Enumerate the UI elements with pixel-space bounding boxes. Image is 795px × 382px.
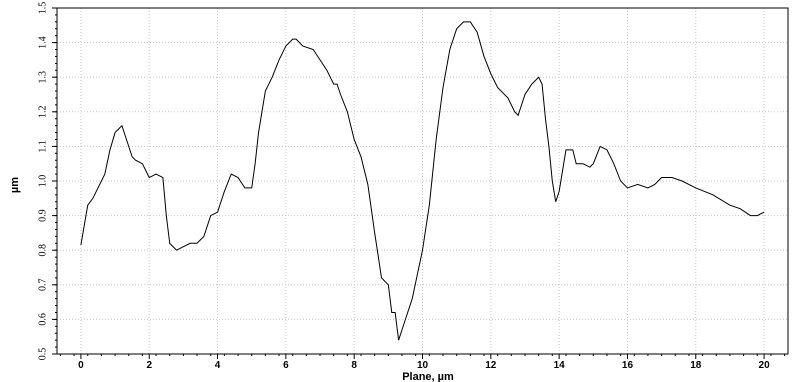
x-tick-label: 4 xyxy=(215,360,221,371)
x-tick-label: 12 xyxy=(485,360,497,371)
x-tick-label: 8 xyxy=(351,360,357,371)
y-tick-label: 1.2 xyxy=(37,106,48,119)
x-tick-label: 6 xyxy=(283,360,289,371)
x-tick-label: 10 xyxy=(417,360,429,371)
y-tick-label: 0.5 xyxy=(37,348,48,361)
y-tick-label: 1.1 xyxy=(37,140,48,153)
x-tick-label: 0 xyxy=(78,360,84,371)
y-axis-title: µm xyxy=(9,177,21,193)
x-tick-label: 16 xyxy=(622,360,634,371)
x-axis-title: Plane, µm xyxy=(402,371,454,382)
y-tick-label: 1.5 xyxy=(37,2,48,15)
y-tick-label: 0.6 xyxy=(37,313,48,326)
x-tick-label: 2 xyxy=(146,360,152,371)
x-tick-labels: 0 2 4 6 8 10 12 14 16 18 20 xyxy=(78,360,770,371)
y-tick-label: 0.7 xyxy=(37,279,48,292)
y-tick-labels: 0.5 0.6 0.7 0.8 0.9 1.0 1.1 1.2 1.3 1.4 1.5 xyxy=(37,2,48,361)
y-tick-label: 1.4 xyxy=(37,36,48,49)
grid xyxy=(57,8,788,354)
ticks xyxy=(52,7,786,359)
series-line xyxy=(80,21,765,341)
x-tick-label: 18 xyxy=(690,360,702,371)
y-tick-label: 0.9 xyxy=(37,209,48,222)
y-tick-label: 1.0 xyxy=(37,175,48,188)
x-tick-label: 20 xyxy=(759,360,771,371)
y-tick-label: 1.3 xyxy=(37,71,48,84)
y-tick-label: 0.8 xyxy=(37,244,48,257)
x-tick-label: 14 xyxy=(554,360,566,371)
